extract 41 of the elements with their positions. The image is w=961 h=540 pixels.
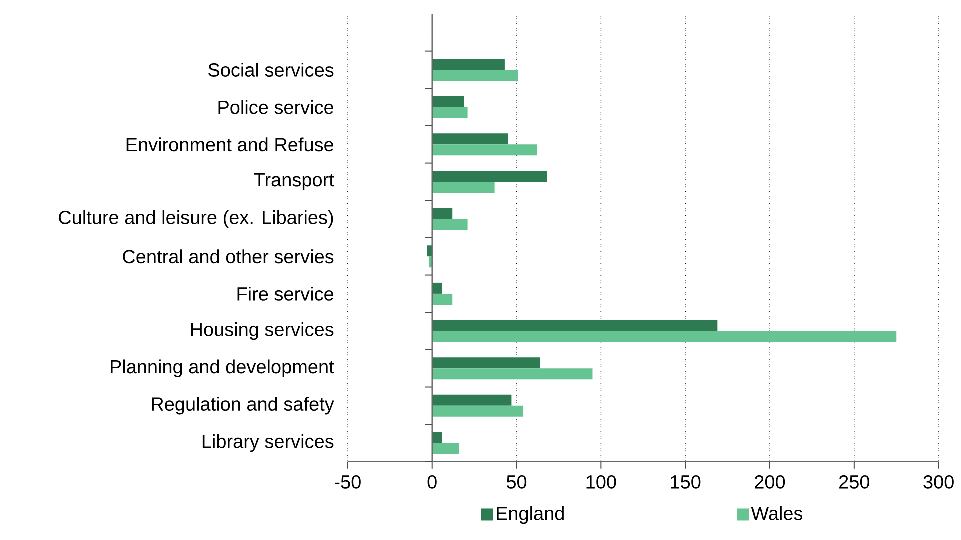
bar bbox=[432, 294, 453, 305]
bar bbox=[432, 331, 897, 342]
y-tick-label: Regulation and safety bbox=[152, 397, 334, 415]
bar bbox=[432, 443, 460, 454]
y-tick-label: Central and other servies bbox=[123, 250, 334, 264]
bar bbox=[432, 59, 505, 70]
legend-label: Wales bbox=[751, 506, 803, 520]
bar bbox=[432, 368, 593, 380]
y-tick-label: Culture and leisure (ex. Libaries) bbox=[59, 210, 334, 228]
bar bbox=[432, 171, 548, 182]
x-tick-label: 50 bbox=[506, 475, 527, 489]
bar bbox=[432, 134, 508, 145]
x-tick-label: 0 bbox=[428, 475, 437, 489]
bar bbox=[432, 358, 540, 369]
y-tick-label: Fire service bbox=[238, 287, 334, 301]
bar bbox=[432, 208, 453, 220]
x-tick-label: 300 bbox=[924, 475, 954, 489]
x-tick-label: 100 bbox=[586, 475, 616, 489]
bar bbox=[432, 144, 538, 156]
x-tick-label: 250 bbox=[840, 475, 870, 489]
y-tick-label: Library services bbox=[202, 434, 334, 452]
legend-label: England bbox=[497, 506, 564, 524]
bar bbox=[432, 70, 518, 82]
bar bbox=[432, 432, 442, 444]
x-tick-label: 200 bbox=[755, 475, 786, 489]
bar bbox=[432, 219, 468, 230]
y-tick-label: Housing services bbox=[191, 322, 334, 340]
bar bbox=[432, 320, 718, 332]
y-tick-label: Transport bbox=[254, 174, 334, 191]
x-tick-label: -50 bbox=[335, 475, 361, 489]
x-tick-label: 150 bbox=[671, 475, 701, 489]
y-tick-label: Environment and Refuse bbox=[126, 138, 334, 152]
bar bbox=[432, 282, 442, 294]
y-tick-label: Police service bbox=[218, 100, 334, 114]
bar bbox=[432, 107, 468, 118]
y-tick-label: Social services bbox=[208, 63, 334, 78]
bar bbox=[432, 96, 464, 108]
bar bbox=[432, 406, 524, 417]
bar bbox=[432, 394, 512, 406]
bar bbox=[432, 182, 495, 194]
y-tick-label: Planning and development bbox=[110, 360, 334, 378]
